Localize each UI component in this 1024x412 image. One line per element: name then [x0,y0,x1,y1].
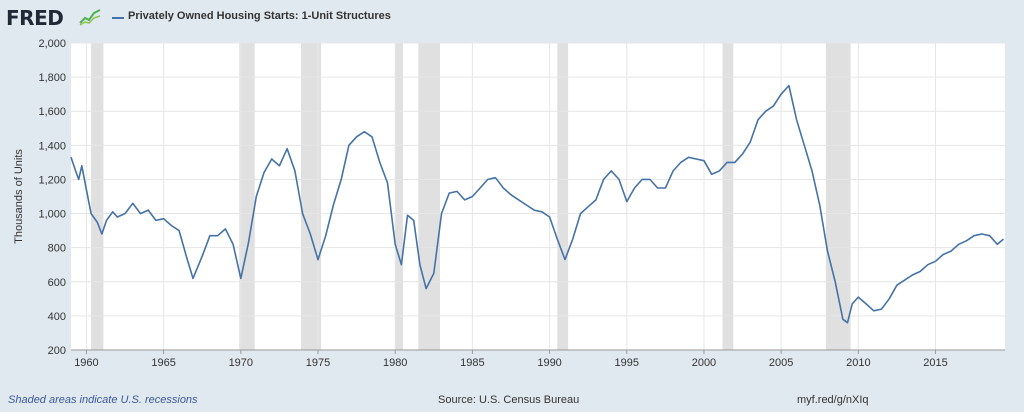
legend-series-label[interactable]: Privately Owned Housing Starts: 1-Unit S… [128,10,391,22]
x-tick-label: 1995 [615,357,639,369]
x-tick-label: 1965 [151,357,175,369]
x-tick-label: 1990 [537,357,561,369]
y-tick-label: 1,800 [38,72,66,84]
series-line[interactable] [70,84,1005,324]
x-tick-label: 2005 [769,357,793,369]
y-tick-label: 2,000 [38,38,66,50]
recession-band [722,43,734,350]
y-tick-label: 1,000 [38,209,66,221]
y-tick-label: 800 [48,243,66,255]
recession-note: Shaded areas indicate U.S. recessions [8,394,198,406]
y-tick-label: 200 [48,345,66,357]
legend-swatch [112,17,124,19]
x-tick-label: 1980 [383,357,407,369]
x-tick-label: 2000 [692,357,716,369]
x-tick-label: 1985 [460,357,484,369]
short-link[interactable]: myf.red/g/nXIq [797,394,869,406]
x-tick-label: 1970 [229,357,253,369]
y-tick-label: 1,200 [38,174,66,186]
y-axis-label: Thousands of Units [13,149,25,244]
trend-graph-icon [79,8,101,26]
x-tick-label: 2015 [923,357,947,369]
fred-logo[interactable]: FRED [6,6,64,30]
x-tick-label: 2010 [846,357,870,369]
y-tick-label: 600 [48,277,66,289]
recession-band [301,43,322,350]
recession-band [91,43,104,350]
recession-band [395,43,403,350]
y-tick-label: 1,400 [38,140,66,152]
recession-band [239,43,255,350]
x-tick-label: 1960 [74,357,98,369]
recession-band [418,43,440,350]
x-tick-label: 1975 [306,357,330,369]
recession-band [825,43,851,350]
y-tick-label: 1,600 [38,106,66,118]
recession-band [557,43,569,350]
source-credit: Source: U.S. Census Bureau [438,394,580,406]
y-tick-label: 400 [48,311,66,323]
